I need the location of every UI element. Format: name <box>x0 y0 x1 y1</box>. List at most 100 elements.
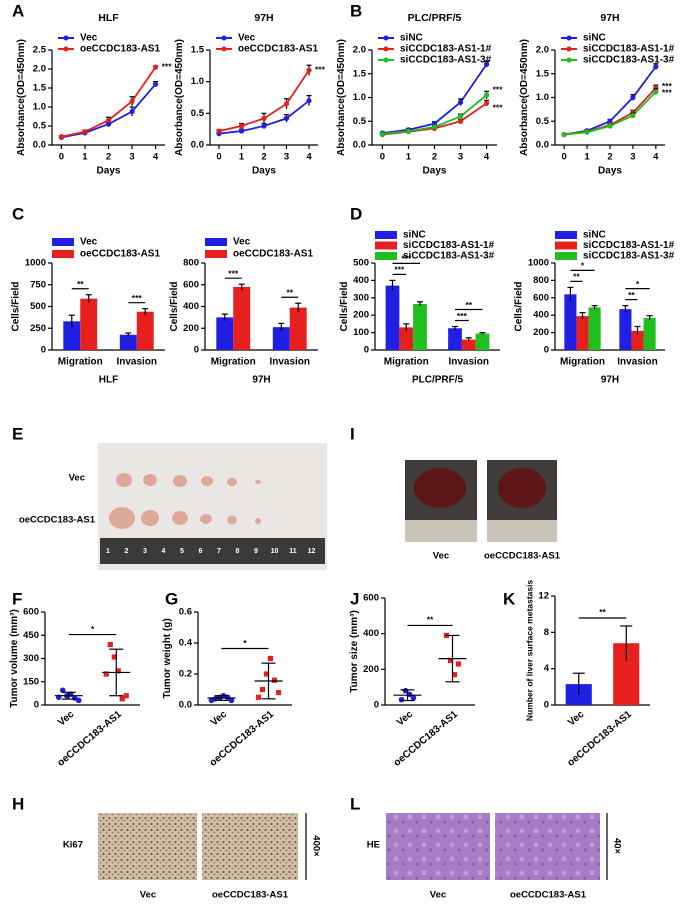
bar <box>63 321 81 350</box>
legend-marker <box>383 46 389 52</box>
data-point <box>584 129 590 135</box>
legend-label: oeCCDC183-AS1 <box>80 249 160 260</box>
significance: ** <box>599 607 606 617</box>
bar <box>576 316 589 350</box>
x-tick-label: 3 <box>630 152 635 163</box>
data-point <box>630 112 636 119</box>
photo-i <box>405 460 557 542</box>
significance: ** <box>628 290 635 300</box>
legend-swatch <box>375 241 397 250</box>
legend-swatch <box>205 250 227 258</box>
legend-label: siCCDC183-AS1-1# <box>583 44 675 55</box>
x-tick-label: Migration <box>211 357 256 368</box>
x-tick-label: 2 <box>432 152 437 163</box>
y-tick-label: 0.5 <box>191 108 205 119</box>
data-point <box>398 696 405 703</box>
x-tick-label: 0 <box>380 152 385 163</box>
significance: *** <box>662 87 673 97</box>
row-label: Vec <box>69 473 85 484</box>
data-point <box>111 654 117 660</box>
y-axis-label: Absorbance(OD=450nm) <box>519 39 530 156</box>
legend-label: siNC <box>400 33 423 44</box>
ruler-number: 12 <box>308 548 316 555</box>
y-axis-label: Tumor volume (mm³) <box>9 609 20 708</box>
significance: *** <box>457 311 468 321</box>
data-point <box>607 123 613 129</box>
data-point <box>483 92 490 98</box>
bar <box>461 339 476 350</box>
y-tick-label: 400 <box>183 301 199 312</box>
x-tick-label: 4 <box>484 152 490 163</box>
panel-letter: D <box>350 204 362 223</box>
legend-marker <box>63 35 69 41</box>
data-point <box>123 693 129 699</box>
data-point <box>630 94 636 101</box>
photo-label: Vec <box>433 551 449 562</box>
data-point <box>129 98 135 104</box>
x-tick-label: 0 <box>562 152 567 163</box>
data-point <box>259 686 266 693</box>
data-point <box>410 695 417 701</box>
data-point <box>59 687 66 694</box>
bar <box>448 328 462 350</box>
legend-label: siCCDC183-AS1-3# <box>583 55 675 66</box>
ruler-number: 5 <box>180 548 184 555</box>
bar <box>619 309 632 350</box>
bar <box>413 303 427 350</box>
y-tick-label: 0.5 <box>353 116 367 127</box>
chart-title: 97H <box>254 12 273 24</box>
x-tick-label: 1 <box>584 152 590 163</box>
data-point <box>58 134 65 140</box>
y-tick-label: 300 <box>23 653 39 664</box>
panel-letter: J <box>350 589 359 608</box>
data-point <box>261 123 267 129</box>
legend-label: siCCDC183-AS1-1# <box>583 240 675 251</box>
significance: ** <box>286 287 293 297</box>
x-tick-label: 3 <box>284 152 289 163</box>
bar <box>385 285 400 350</box>
legend-label: siNC <box>403 230 426 241</box>
x-tick-label: Invasion <box>617 357 658 368</box>
data-point <box>119 696 125 702</box>
data-point <box>483 100 490 106</box>
significance: ** <box>465 300 472 310</box>
data-point <box>152 81 159 87</box>
legend-label: siCCDC183-AS1-1# <box>400 44 492 55</box>
photo-e <box>98 443 327 570</box>
legend-label: oeCCDC183-AS1 <box>238 44 318 55</box>
y-tick-label: 0 <box>34 700 39 711</box>
y-tick-label: 250 <box>30 323 46 334</box>
y-tick-label: 8 <box>544 627 549 638</box>
data-point <box>238 123 245 129</box>
ruler-number: 3 <box>143 548 147 555</box>
bar <box>399 327 414 350</box>
data-point <box>607 118 613 124</box>
bar <box>564 294 577 350</box>
x-tick-label: 4 <box>653 152 659 163</box>
y-tick-label: 200 <box>533 327 549 338</box>
data-point <box>75 697 82 704</box>
y-tick-label: 4 <box>544 663 550 674</box>
chart-title: 97H <box>600 12 619 24</box>
y-tick-label: 0 <box>41 345 46 356</box>
legend-swatch <box>375 231 397 239</box>
significance: ** <box>573 272 580 282</box>
y-tick-label: 2.0 <box>353 45 366 56</box>
panel-letter: L <box>350 794 360 813</box>
ruler-number: 7 <box>217 548 221 555</box>
x-axis-label: 97H <box>252 375 270 386</box>
legend-label: siCCDC183-AS1-3# <box>403 251 495 262</box>
data-point <box>306 67 312 73</box>
photo-h <box>98 813 307 880</box>
data-point <box>107 641 113 648</box>
x-tick-label: Vec <box>395 709 416 729</box>
y-tick-label: 0.0 <box>179 700 192 711</box>
y-axis-label: Absorbance(OD=450nm) <box>16 39 27 156</box>
ruler-number: 10 <box>271 548 279 555</box>
panel-letter: G <box>165 589 178 608</box>
legend-label: Vec <box>80 33 98 44</box>
legend-marker <box>383 35 389 41</box>
legend-marker <box>383 57 389 63</box>
ruler-number: 1 <box>106 548 110 555</box>
legend-swatch <box>555 252 577 260</box>
